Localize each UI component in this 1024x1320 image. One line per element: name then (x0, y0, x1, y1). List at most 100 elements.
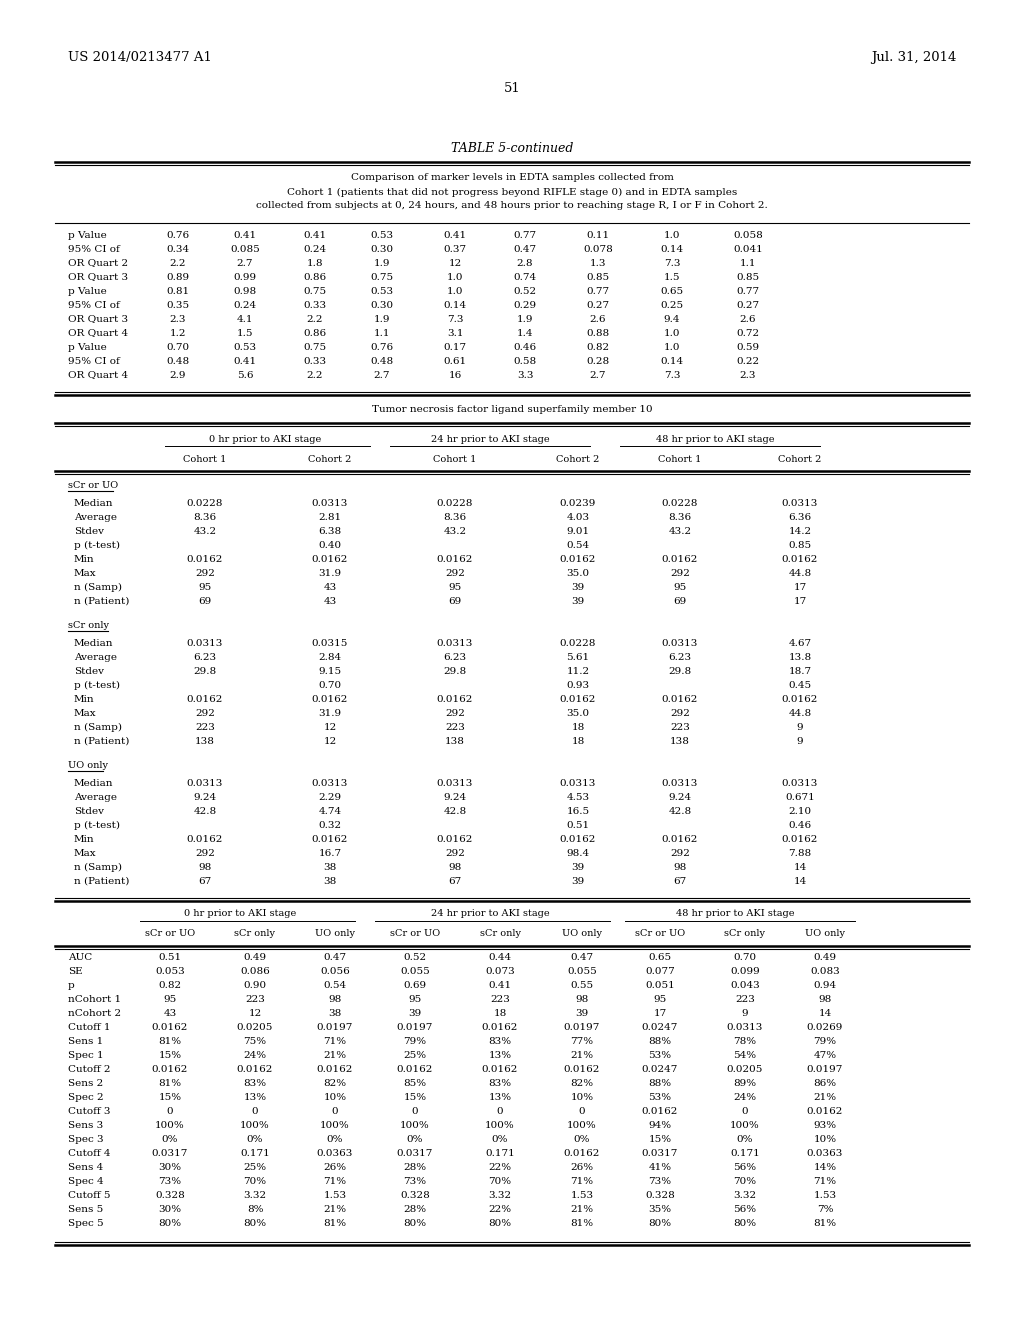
Text: sCr only: sCr only (479, 929, 520, 939)
Text: 0.0197: 0.0197 (807, 1065, 843, 1074)
Text: 28%: 28% (403, 1163, 427, 1172)
Text: 0.077: 0.077 (645, 968, 675, 977)
Text: 7.88: 7.88 (788, 849, 812, 858)
Text: collected from subjects at 0, 24 hours, and 48 hours prior to reaching stage R, : collected from subjects at 0, 24 hours, … (256, 202, 768, 210)
Text: 0 hr prior to AKI stage: 0 hr prior to AKI stage (184, 909, 296, 919)
Text: 0.14: 0.14 (443, 301, 467, 309)
Text: SE: SE (68, 968, 83, 977)
Text: 0%: 0% (327, 1135, 343, 1144)
Text: 0.70: 0.70 (733, 953, 757, 962)
Text: 98: 98 (449, 862, 462, 871)
Text: 0.0313: 0.0313 (781, 779, 818, 788)
Text: 71%: 71% (813, 1177, 837, 1187)
Text: 25%: 25% (244, 1163, 266, 1172)
Text: 0.48: 0.48 (371, 356, 393, 366)
Text: 0.073: 0.073 (485, 968, 515, 977)
Text: 9.4: 9.4 (664, 314, 680, 323)
Text: 4.53: 4.53 (566, 792, 590, 801)
Text: 48 hr prior to AKI stage: 48 hr prior to AKI stage (676, 909, 795, 919)
Text: 0.0313: 0.0313 (437, 779, 473, 788)
Text: 44.8: 44.8 (788, 709, 812, 718)
Text: 0.70: 0.70 (318, 681, 342, 689)
Text: Cohort 1 (patients that did not progress beyond RIFLE stage 0) and in EDTA sampl: Cohort 1 (patients that did not progress… (287, 187, 737, 197)
Text: 0.46: 0.46 (513, 342, 537, 351)
Text: Spec 2: Spec 2 (68, 1093, 103, 1102)
Text: 95% CI of: 95% CI of (68, 244, 120, 253)
Text: 0.055: 0.055 (400, 968, 430, 977)
Text: 0.86: 0.86 (303, 329, 327, 338)
Text: 53%: 53% (648, 1093, 672, 1102)
Text: 98: 98 (674, 862, 687, 871)
Text: 29.8: 29.8 (194, 667, 216, 676)
Text: 0.0247: 0.0247 (642, 1065, 678, 1074)
Text: 0.49: 0.49 (813, 953, 837, 962)
Text: 0.47: 0.47 (324, 953, 346, 962)
Text: 100%: 100% (567, 1122, 597, 1130)
Text: Cutoff 2: Cutoff 2 (68, 1065, 111, 1074)
Text: 0.94: 0.94 (813, 982, 837, 990)
Text: 77%: 77% (570, 1038, 594, 1047)
Text: Median: Median (74, 639, 114, 648)
Text: 9.24: 9.24 (669, 792, 691, 801)
Text: 0.40: 0.40 (318, 540, 342, 549)
Text: UO only: UO only (805, 929, 845, 939)
Text: 11.2: 11.2 (566, 667, 590, 676)
Text: 67: 67 (199, 876, 212, 886)
Text: 86%: 86% (813, 1080, 837, 1089)
Text: sCr or UO: sCr or UO (635, 929, 685, 939)
Text: 85%: 85% (403, 1080, 427, 1089)
Text: 0.30: 0.30 (371, 301, 393, 309)
Text: 1.53: 1.53 (570, 1192, 594, 1200)
Text: Average: Average (74, 792, 117, 801)
Text: 0.0313: 0.0313 (437, 639, 473, 648)
Text: Sens 2: Sens 2 (68, 1080, 103, 1089)
Text: 4.74: 4.74 (318, 807, 342, 816)
Text: US 2014/0213477 A1: US 2014/0213477 A1 (68, 51, 212, 65)
Text: 98: 98 (575, 995, 589, 1005)
Text: Cohort 2: Cohort 2 (778, 454, 821, 463)
Text: 0.82: 0.82 (587, 342, 609, 351)
Text: 0.328: 0.328 (400, 1192, 430, 1200)
Text: 12: 12 (324, 737, 337, 746)
Text: 0.49: 0.49 (244, 953, 266, 962)
Text: 81%: 81% (570, 1220, 594, 1229)
Text: 292: 292 (445, 709, 465, 718)
Text: 292: 292 (670, 709, 690, 718)
Text: 292: 292 (670, 569, 690, 578)
Text: 223: 223 (195, 722, 215, 731)
Text: 2.84: 2.84 (318, 652, 342, 661)
Text: 98: 98 (818, 995, 831, 1005)
Text: 6.23: 6.23 (443, 652, 467, 661)
Text: 53%: 53% (648, 1052, 672, 1060)
Text: 0.0269: 0.0269 (807, 1023, 843, 1032)
Text: 1.0: 1.0 (664, 329, 680, 338)
Text: 0.77: 0.77 (513, 231, 537, 239)
Text: 0%: 0% (736, 1135, 754, 1144)
Text: 1.53: 1.53 (324, 1192, 346, 1200)
Text: n (Samp): n (Samp) (74, 862, 122, 871)
Text: 0.58: 0.58 (513, 356, 537, 366)
Text: 38: 38 (324, 876, 337, 886)
Text: 0.0313: 0.0313 (662, 779, 698, 788)
Text: 0.043: 0.043 (730, 982, 760, 990)
Text: 2.6: 2.6 (590, 314, 606, 323)
Text: 5.61: 5.61 (566, 652, 590, 661)
Text: 2.3: 2.3 (170, 314, 186, 323)
Text: 69: 69 (199, 597, 212, 606)
Text: 0.0162: 0.0162 (186, 834, 223, 843)
Text: 16.7: 16.7 (318, 849, 342, 858)
Text: 0.0162: 0.0162 (781, 694, 818, 704)
Text: 1.5: 1.5 (237, 329, 253, 338)
Text: 0.77: 0.77 (736, 286, 760, 296)
Text: 43: 43 (164, 1010, 176, 1019)
Text: 223: 223 (490, 995, 510, 1005)
Text: OR Quart 4: OR Quart 4 (68, 329, 128, 338)
Text: UO only: UO only (315, 929, 355, 939)
Text: 0.65: 0.65 (648, 953, 672, 962)
Text: 31.9: 31.9 (318, 709, 342, 718)
Text: 2.3: 2.3 (739, 371, 757, 380)
Text: 1.1: 1.1 (739, 259, 757, 268)
Text: Comparison of marker levels in EDTA samples collected from: Comparison of marker levels in EDTA samp… (350, 173, 674, 182)
Text: 0.0162: 0.0162 (564, 1150, 600, 1159)
Text: 83%: 83% (244, 1080, 266, 1089)
